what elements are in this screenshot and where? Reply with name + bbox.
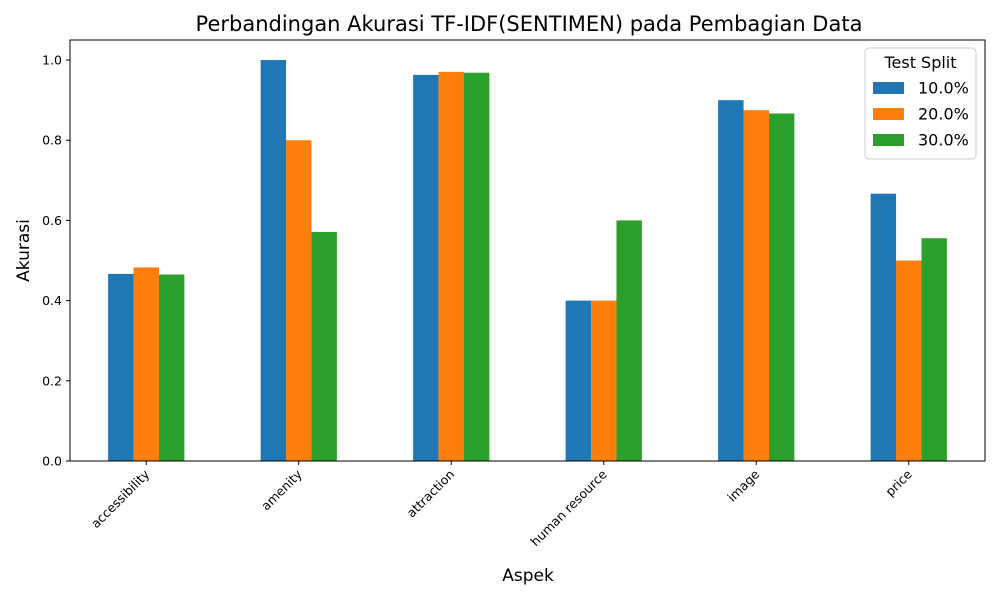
bar-5-0 [870, 193, 897, 461]
x-tick-label-4: image [724, 466, 762, 504]
legend-title: Test Split [883, 53, 956, 72]
x-tick-label-1: amenity [258, 466, 305, 513]
legend-label-1: 20.0% [918, 105, 969, 124]
x-tick-label-0: accessibility [88, 466, 153, 531]
bar-4-0 [718, 100, 744, 461]
bar-1-1 [286, 140, 312, 462]
bar-2-1 [438, 71, 464, 461]
bar-5-1 [896, 260, 922, 461]
legend-swatch-0 [873, 82, 904, 94]
bar-0-0 [108, 273, 134, 461]
bar-1-2 [311, 231, 337, 461]
legend-swatch-1 [873, 108, 904, 120]
bar-4-1 [743, 110, 769, 462]
y-tick-label-4: 0.8 [42, 133, 62, 148]
legend-box [864, 47, 977, 160]
y-tick-label-1: 0.2 [42, 373, 62, 388]
bar-0-2 [158, 274, 185, 461]
legend: Test Split 10.0% 20.0% 30.0% [864, 47, 977, 160]
y-tick-label-5: 1.0 [42, 53, 62, 68]
bar-4-2 [768, 113, 795, 462]
bar-3-0 [565, 300, 592, 461]
x-tick-label-2: attraction [404, 467, 458, 521]
bar-0-1 [133, 267, 159, 461]
y-tick-label-0: 0.0 [42, 454, 62, 469]
plot-frame [69, 39, 986, 462]
bar-3-2 [616, 220, 642, 461]
y-tick-label-2: 0.4 [42, 293, 62, 308]
bar-2-0 [413, 74, 439, 461]
plot-area: 0.0 0.2 0.4 0.6 0.8 1.0 accessibility amenity at… [42, 39, 986, 549]
series-1 [133, 71, 922, 462]
bar-3-1 [591, 300, 617, 461]
legend-swatch-2 [873, 134, 904, 146]
bar-1-0 [260, 60, 287, 462]
x-tick-label-5: price [882, 466, 915, 499]
bar-2-2 [463, 72, 490, 461]
x-axis-label: Aspek [502, 566, 554, 586]
bar-5-2 [921, 238, 947, 461]
chart-title: Perbandingan Akurasi TF-IDF(SENTIMEN) pa… [196, 12, 863, 36]
y-axis-label: Akurasi [14, 219, 34, 282]
y-tick-label-3: 0.6 [42, 213, 62, 228]
series-0 [108, 60, 897, 462]
legend-label-0: 10.0% [918, 79, 969, 98]
legend-label-2: 30.0% [918, 131, 969, 150]
series-2 [158, 72, 947, 462]
x-tick-label-3: human resource [527, 466, 610, 549]
